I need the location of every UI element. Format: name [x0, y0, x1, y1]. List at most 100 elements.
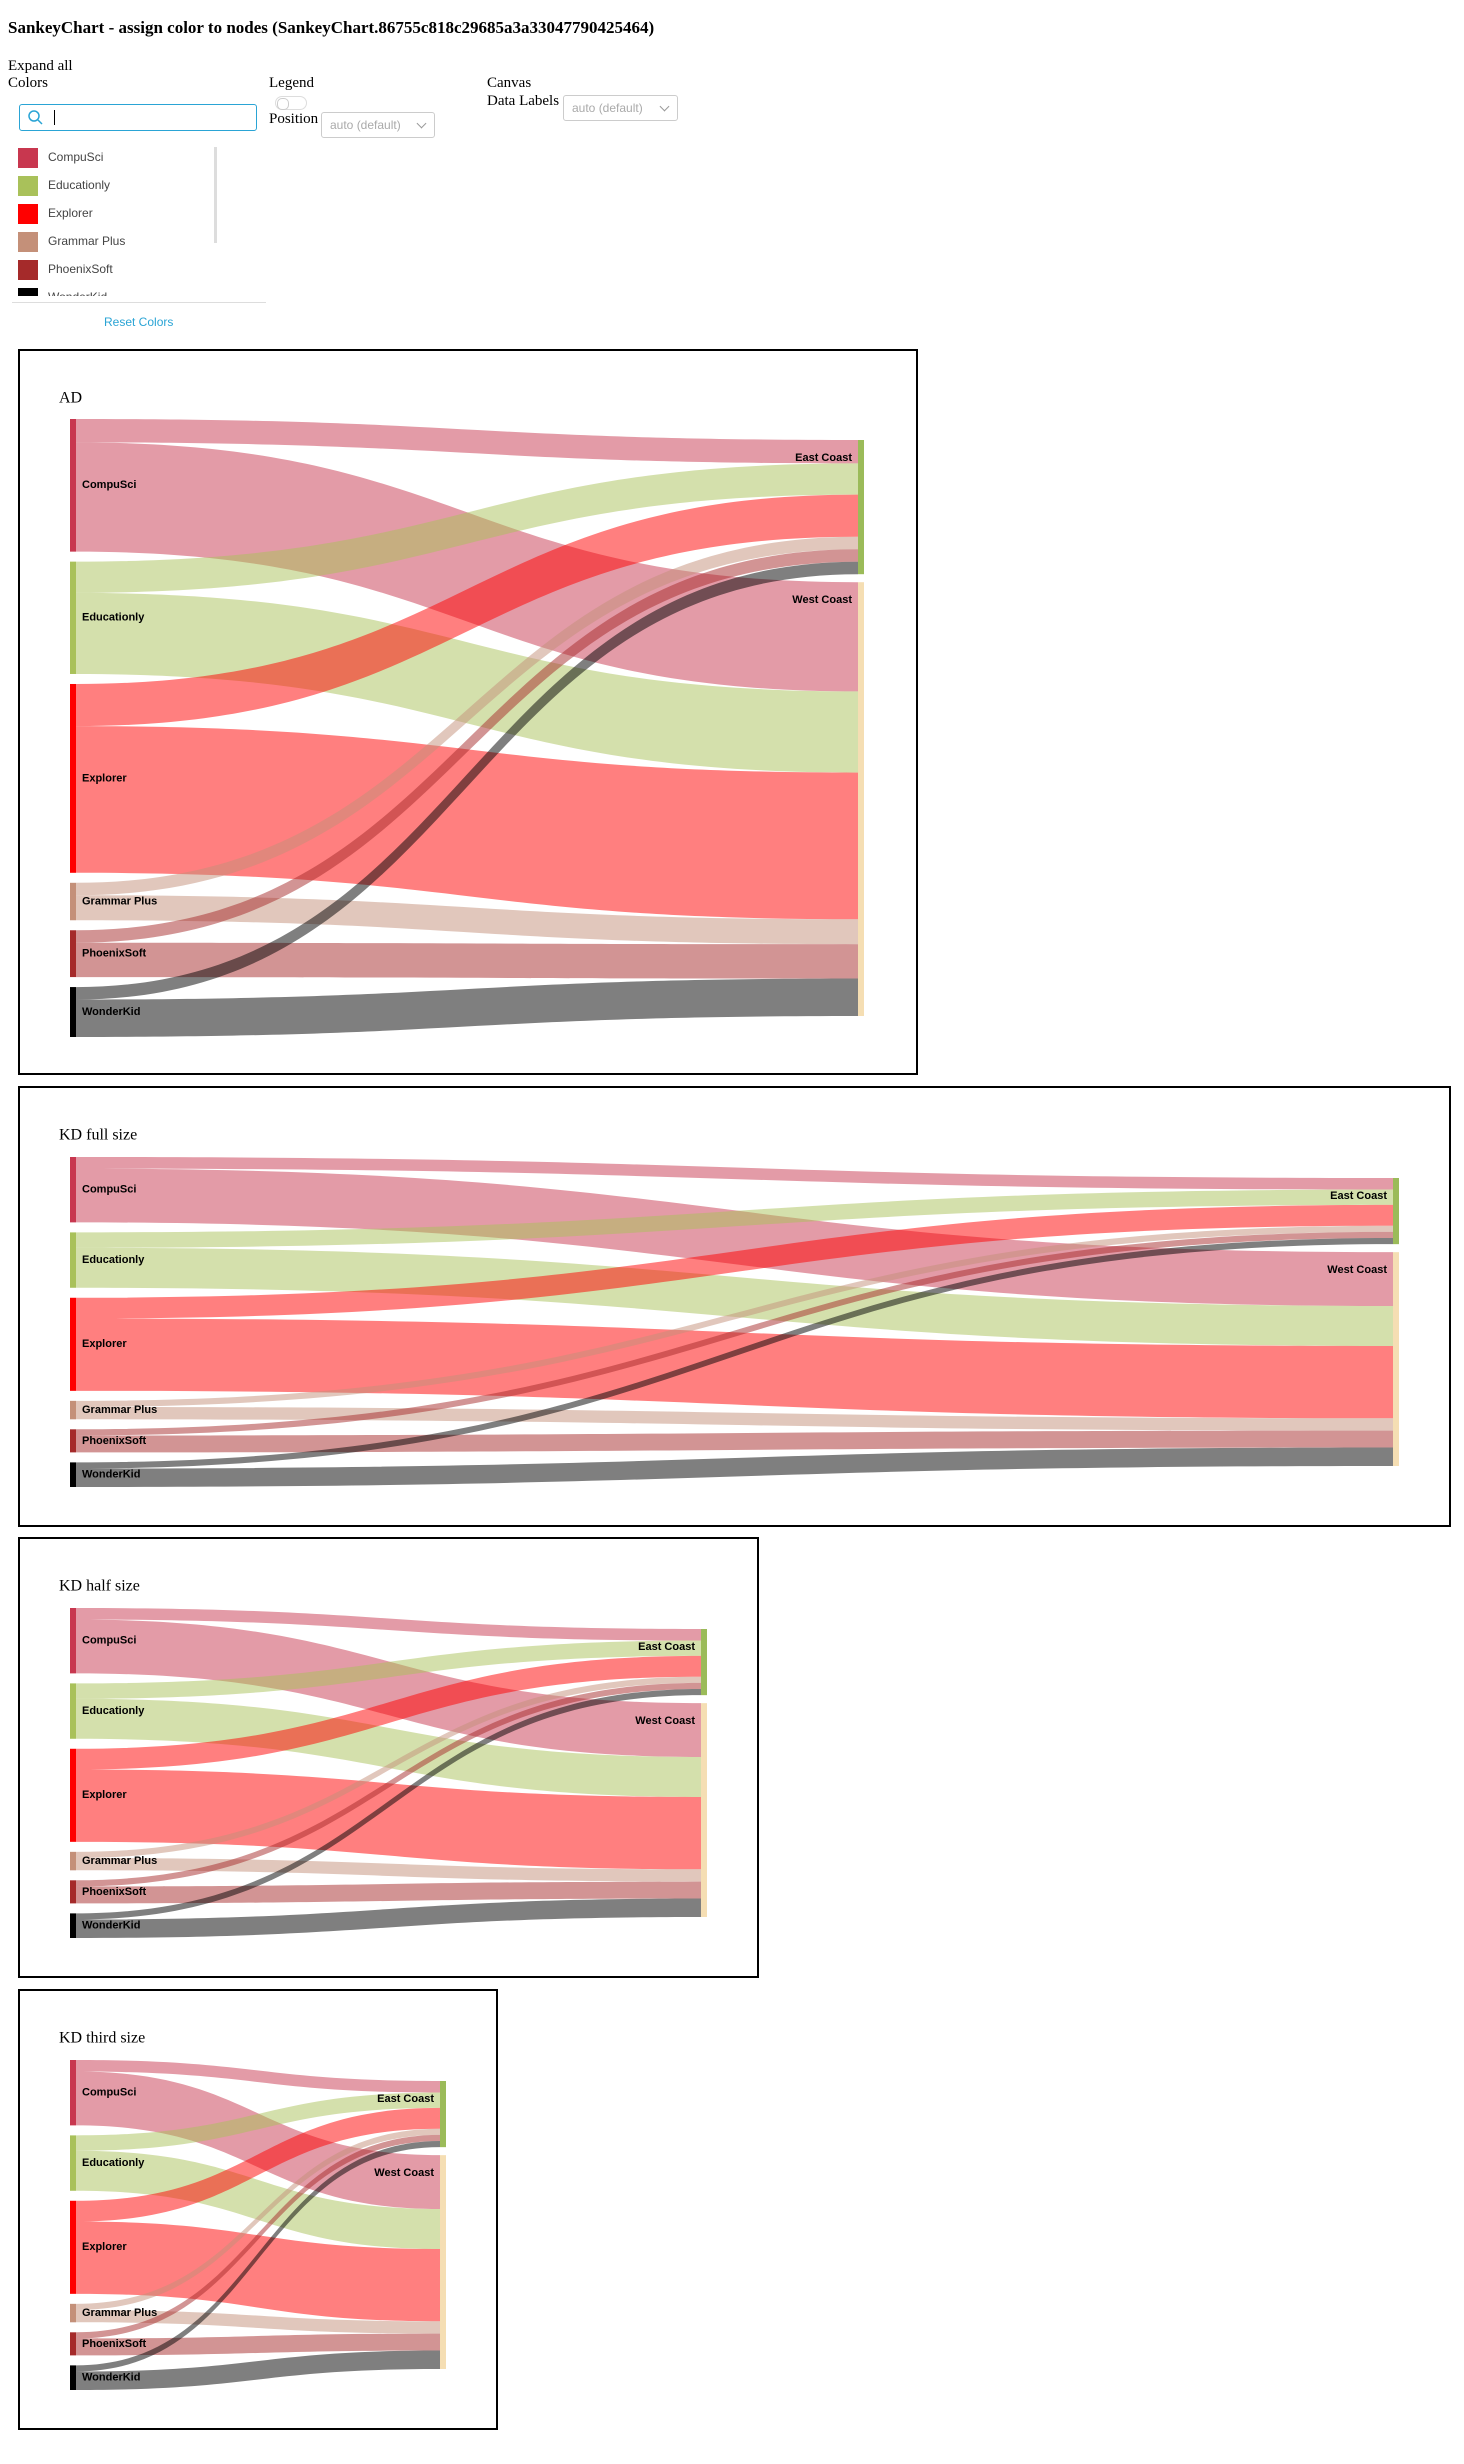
source-node [70, 1880, 76, 1904]
source-node [70, 683, 76, 873]
source-node [70, 2135, 76, 2191]
source-node [70, 1297, 76, 1391]
legend-label: Legend [269, 75, 314, 91]
source-node [70, 2060, 76, 2126]
color-swatch[interactable] [18, 204, 38, 224]
node-label: Educationly [82, 1705, 145, 1717]
flow [76, 1640, 701, 1699]
color-item[interactable]: Educationly [12, 172, 222, 200]
flow [76, 1698, 701, 1797]
source-node [70, 930, 76, 978]
color-swatch[interactable] [18, 232, 38, 252]
flow [76, 419, 858, 464]
flow [76, 1204, 1393, 1319]
source-node [70, 1608, 76, 1674]
source-node [70, 882, 76, 921]
node-label: PhoenixSoft [82, 1435, 147, 1447]
node-label: Educationly [82, 612, 145, 624]
position-dropdown[interactable]: auto (default) [321, 112, 435, 138]
color-name: CompuSci [48, 150, 104, 164]
data-labels-dropdown[interactable]: auto (default) [563, 95, 678, 121]
chart-title: AD [59, 390, 82, 407]
node-label: Explorer [82, 1338, 127, 1350]
color-swatch[interactable] [18, 148, 38, 168]
flow [76, 2128, 440, 2310]
flow [76, 2092, 440, 2151]
search-box[interactable] [19, 104, 257, 131]
color-swatch[interactable] [18, 176, 38, 196]
flow [76, 1231, 1393, 1436]
chart-frame [18, 349, 918, 1075]
source-node [70, 1851, 76, 1871]
legend-toggle[interactable] [275, 96, 307, 110]
flow [76, 2060, 440, 2093]
color-item[interactable]: PhoenixSoft [12, 256, 222, 284]
flow [76, 442, 858, 692]
color-name: Grammar Plus [48, 234, 126, 248]
reset-colors[interactable]: Reset Colors [104, 315, 174, 329]
node-label: Grammar Plus [82, 2307, 157, 2319]
node-label: East Coast [1330, 1190, 1387, 1202]
color-item[interactable]: Explorer [12, 200, 222, 228]
flow [76, 536, 858, 896]
source-node [70, 1429, 76, 1453]
node-label: Grammar Plus [82, 1855, 157, 1867]
flow [76, 2107, 440, 2222]
color-item[interactable]: CompuSci [12, 144, 222, 172]
node-label: Educationly [82, 2157, 145, 2169]
flow [76, 1682, 701, 1887]
canvas-label: Canvas [487, 75, 532, 91]
flow [76, 978, 858, 1037]
node-label: CompuSci [82, 479, 136, 491]
divider [12, 302, 266, 303]
flow [76, 1225, 1393, 1407]
flow [76, 549, 858, 943]
flow [76, 1608, 701, 1641]
target-node [1393, 1252, 1399, 1466]
target-node [701, 1703, 707, 1917]
colors-label: Colors [8, 75, 49, 91]
chart-title: KD half size [59, 1578, 140, 1595]
flow [76, 1318, 1393, 1419]
data-labels-label: Data Labels [487, 93, 560, 109]
node-label: East Coast [795, 452, 852, 464]
source-node [70, 1462, 76, 1487]
search-icon [28, 110, 43, 125]
flow [76, 1168, 1393, 1306]
source-node [70, 1400, 76, 1420]
color-swatch[interactable] [18, 288, 38, 296]
flow [76, 2221, 440, 2322]
color-item[interactable]: WonderKid [12, 284, 222, 296]
flow [76, 561, 858, 1000]
scrollbar[interactable] [214, 147, 217, 243]
flow [76, 942, 858, 979]
flow [76, 494, 858, 727]
target-node [1393, 1178, 1399, 1245]
source-node [70, 2332, 76, 2356]
node-label: CompuSci [82, 2087, 136, 2099]
flow [76, 1238, 1393, 1469]
target-node [440, 2081, 446, 2148]
chart-title: KD third size [59, 2030, 145, 2047]
color-swatch[interactable] [18, 260, 38, 280]
target-node [440, 2155, 446, 2369]
flow [76, 1898, 701, 1938]
flow [76, 2134, 440, 2339]
color-item[interactable]: Grammar Plus [12, 228, 222, 256]
expand-all[interactable]: Expand all [8, 58, 73, 74]
node-label: West Coast [792, 594, 852, 606]
node-label: West Coast [1327, 1264, 1387, 1276]
node-label: Explorer [82, 2241, 127, 2253]
flow [76, 463, 858, 593]
source-node [70, 1683, 76, 1739]
node-label: WonderKid [82, 1006, 140, 1018]
page-title: SankeyChart - assign color to nodes (San… [8, 18, 655, 37]
target-node [858, 440, 864, 575]
flow [76, 1655, 701, 1770]
node-label: West Coast [635, 1715, 695, 1727]
node-label: East Coast [638, 1641, 695, 1653]
node-label: WonderKid [82, 1469, 140, 1481]
source-node [70, 1748, 76, 1842]
